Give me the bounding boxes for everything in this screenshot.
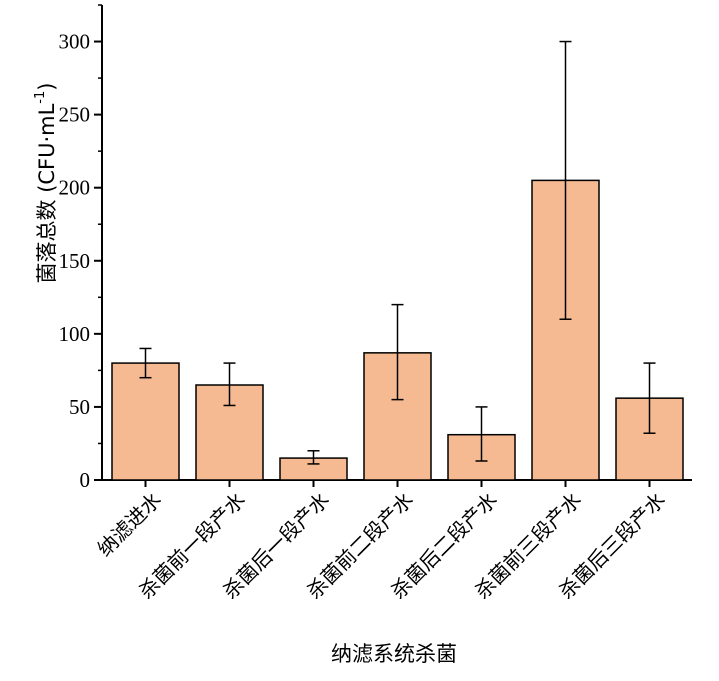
- y-ticks: 0 50 100 150 200 250 300: [59, 4, 102, 492]
- y-axis-label-tail: ): [35, 83, 59, 91]
- bars: [111, 179, 684, 481]
- x-tick-label: 纳滤进水: [92, 488, 166, 562]
- error-bars: [139, 40, 656, 465]
- y-tick-label: 150: [59, 249, 91, 273]
- x-tick-labels: 纳滤进水杀菌前一段产水杀菌后一段产水杀菌前二段产水杀菌后二段产水杀菌前三段产水杀…: [92, 480, 670, 603]
- y-tick-label: 250: [59, 103, 91, 127]
- bar: [111, 362, 180, 481]
- y-tick-label: 100: [59, 322, 91, 346]
- x-axis-label: 纳滤系统杀菌: [331, 642, 457, 666]
- y-axis-label: 菌落总数 (CFU·mL-1): [33, 83, 59, 284]
- y-tick-label: 0: [80, 468, 91, 492]
- y-axis-label-sup: -1: [33, 91, 48, 104]
- y-tick-label: 200: [59, 176, 91, 200]
- y-tick-label: 50: [69, 395, 90, 419]
- y-axis-label-main: 菌落总数 (CFU·mL: [35, 103, 59, 283]
- y-tick-label: 300: [59, 30, 91, 54]
